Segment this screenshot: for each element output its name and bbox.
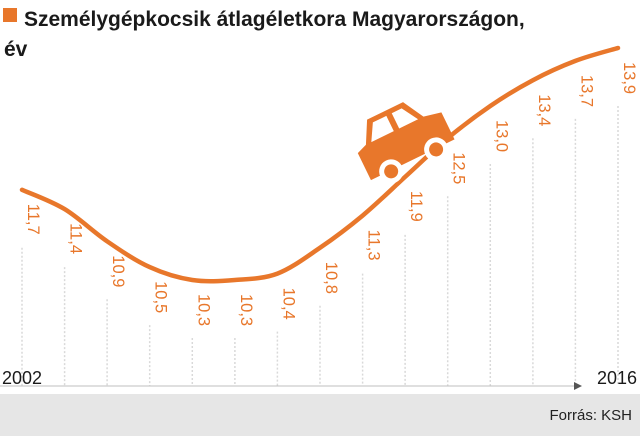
car-icon [357, 102, 455, 184]
data-label: 10,9 [109, 255, 127, 287]
x-tick-label-end: 2016 [597, 368, 637, 388]
data-label: 10,3 [194, 294, 212, 326]
data-label: 12,5 [450, 152, 468, 184]
data-label: 13,4 [535, 94, 553, 126]
x-tick-label-start: 2002 [2, 368, 42, 388]
data-label: 13,9 [620, 62, 638, 94]
data-label: 11,4 [67, 223, 85, 254]
data-label: 11,7 [24, 204, 42, 235]
source-note: Forrás: KSH [549, 407, 632, 424]
x-axis-arrow [574, 382, 582, 390]
gridlines [21, 106, 619, 386]
footer-band [0, 394, 640, 436]
data-label: 10,3 [237, 294, 255, 326]
data-labels: 11,7 11,4 10,9 10,5 10,3 10,3 10,4 10,8 11,3 11,9… [24, 62, 638, 326]
series-line [19, 45, 621, 284]
data-label: 10,4 [279, 288, 297, 320]
chart-title-line2: év [4, 38, 28, 61]
data-label: 11,3 [365, 230, 383, 261]
data-label: 10,8 [322, 262, 340, 294]
data-label: 13,0 [492, 120, 510, 152]
data-label: 11,9 [407, 191, 425, 222]
data-label: 10,5 [152, 281, 170, 313]
chart-title-line1: Személygépkocsik átlagéletkora Magyarors… [24, 8, 525, 31]
orange-square-icon [3, 8, 17, 22]
data-label: 13,7 [577, 75, 595, 107]
